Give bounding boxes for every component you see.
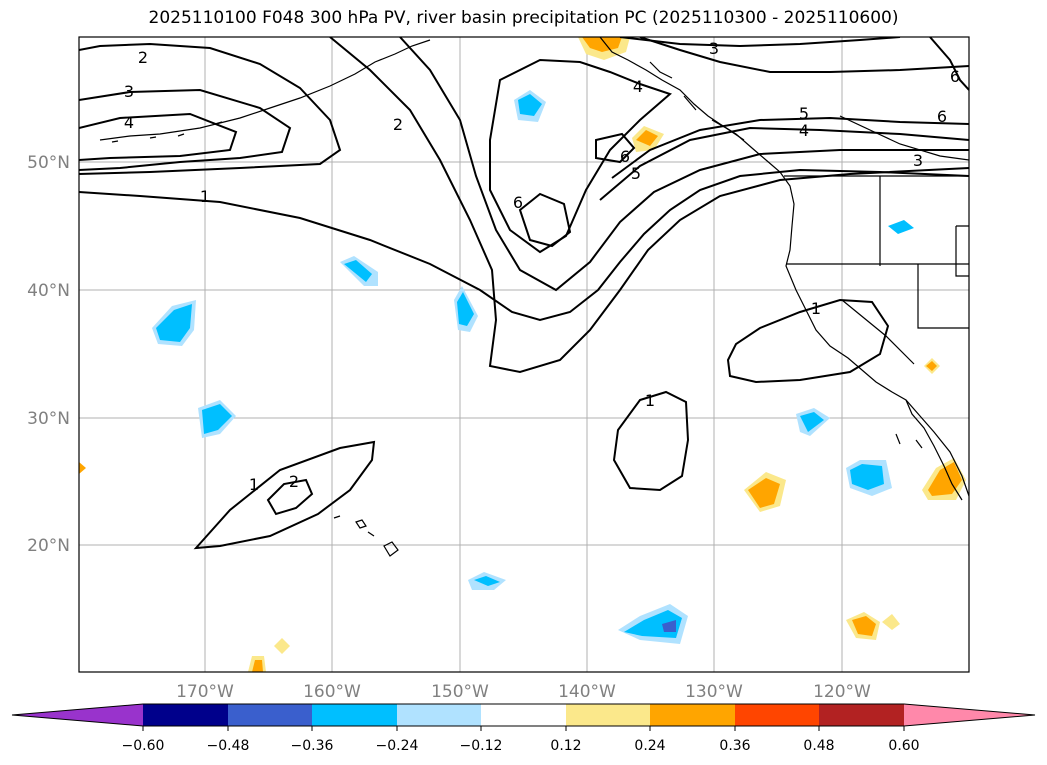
- lat-label: 50°N: [27, 153, 70, 173]
- lon-label: 150°W: [431, 682, 489, 702]
- pv-contour-3c: [639, 37, 969, 73]
- contour-label: 1: [645, 391, 655, 410]
- lat-label: 30°N: [27, 409, 70, 429]
- colorbar-segment: [397, 704, 481, 726]
- pv-contour-2c: [619, 37, 901, 48]
- colorbar-extend-max: [904, 704, 1035, 726]
- contour-label: 6: [950, 67, 960, 86]
- lon-label: 170°W: [176, 682, 234, 702]
- pv-contour-6: [518, 192, 572, 248]
- precip-neg-blob: [662, 620, 676, 632]
- contour-label: 3: [709, 39, 719, 58]
- colorbar-ticks: [142, 726, 905, 731]
- contour-label: 2: [393, 115, 403, 134]
- lon-labels: 170°W 160°W 150°W 140°W 130°W 120°W: [176, 682, 871, 702]
- contour-label: 3: [124, 82, 134, 101]
- pv-contours: [79, 37, 969, 550]
- contour-label: 2: [289, 472, 299, 491]
- pv-contour-6b: [595, 132, 636, 164]
- lon-label: 160°W: [303, 682, 361, 702]
- contour-label: 5: [799, 104, 809, 123]
- colorbar-tick-label: −0.12: [460, 738, 503, 754]
- lat-label: 40°N: [27, 281, 70, 301]
- contour-label: 2: [138, 48, 148, 67]
- lat-label: 20°N: [27, 536, 70, 556]
- colorbar-tick-label: 0.60: [888, 738, 919, 754]
- contour-label: 4: [633, 77, 643, 96]
- colorbar-tick-label: 0.24: [634, 738, 665, 754]
- coastlines: [99, 37, 969, 557]
- precip-neg-blob: [344, 260, 372, 282]
- pv-contour-1: [79, 168, 969, 322]
- lon-label: 130°W: [685, 682, 743, 702]
- precip-pos-blob: [748, 478, 780, 508]
- contour-label: 4: [799, 121, 809, 140]
- colorbar-segment: [566, 704, 650, 726]
- contour-label: 6: [513, 193, 523, 212]
- colorbar-tick-label: 0.36: [719, 738, 750, 754]
- map-title: 2025110100 F048 300 hPa PV, river basin …: [148, 8, 899, 28]
- precip-pos-blob: [636, 130, 658, 146]
- colorbar-tick-label: −0.60: [122, 738, 165, 754]
- colorbar-tick-label: −0.48: [207, 738, 250, 754]
- precip-pos-blob: [852, 616, 876, 636]
- precip-neg-blob: [518, 94, 542, 116]
- pv-contour-1c: [612, 390, 690, 492]
- colorbar-tick-label: 0.12: [550, 738, 581, 754]
- colorbar-segment: [735, 704, 819, 726]
- precip-neg-blob: [457, 292, 474, 326]
- precip-pos-blob: [582, 37, 622, 52]
- contour-label: 3: [913, 151, 923, 170]
- contour-label: 4: [124, 113, 134, 132]
- colorbar-segment: [228, 704, 312, 726]
- pv-contour-1d: [193, 440, 376, 550]
- pv-contour-3: [79, 88, 292, 171]
- lon-label: 140°W: [558, 682, 616, 702]
- pv-contour-5: [611, 116, 969, 179]
- lon-label: 120°W: [813, 682, 871, 702]
- precip-neg-blob: [156, 304, 192, 342]
- contour-label: 5: [631, 164, 641, 183]
- map-area: [79, 37, 969, 672]
- precip-pos-blob: [882, 614, 900, 630]
- contour-label: 1: [811, 299, 821, 318]
- pv-contour-4: [79, 112, 238, 161]
- pv-contour-2d: [266, 478, 314, 516]
- pv-contour-2: [79, 42, 342, 175]
- contour-label: 6: [620, 147, 630, 166]
- precip-pos-blob: [252, 660, 263, 672]
- colorbar-segment: [481, 704, 566, 726]
- precip-pos-blob: [274, 638, 290, 654]
- contour-label: 1: [249, 475, 259, 494]
- colorbar-tick-label: −0.24: [376, 738, 419, 754]
- contour-labels: 2 3 4 2 3 4 5 4 3 6 6 6 5 1 6 1 1 1 2: [124, 39, 960, 494]
- pv-contour-6c: [929, 37, 969, 91]
- precip-pos-blob: [79, 462, 86, 474]
- contour-label: 6: [937, 107, 947, 126]
- precip-neg-blob: [888, 220, 914, 234]
- precip-neg-blob: [474, 576, 500, 586]
- pv-contour-2b: [329, 37, 969, 374]
- pv-contour-1b: [726, 298, 890, 384]
- colorbar-segment: [312, 704, 397, 726]
- colorbar-extend-min: [12, 704, 143, 726]
- colorbar: −0.60 −0.48 −0.36 −0.24 −0.12 0.12 0.24 …: [11, 703, 1036, 754]
- pv-contour-4b: [489, 58, 672, 254]
- lat-labels: 50°N 40°N 30°N 20°N: [27, 153, 70, 556]
- precip-neg-blob: [850, 464, 884, 490]
- colorbar-segment: [650, 704, 735, 726]
- colorbar-segment: [819, 704, 904, 726]
- map-border: [78, 36, 970, 673]
- precip-neg-blob: [800, 412, 824, 432]
- contour-label: 1: [200, 187, 210, 206]
- pv-contour-3b: [399, 37, 969, 292]
- precip-pos-blob: [926, 361, 937, 371]
- colorbar-tick-label: 0.48: [803, 738, 834, 754]
- pv-contour-4c: [599, 126, 969, 201]
- precip-neg-blob: [202, 404, 232, 434]
- colorbar-tick-label: −0.36: [291, 738, 334, 754]
- precip-shading: [79, 37, 966, 672]
- colorbar-segment: [143, 704, 228, 726]
